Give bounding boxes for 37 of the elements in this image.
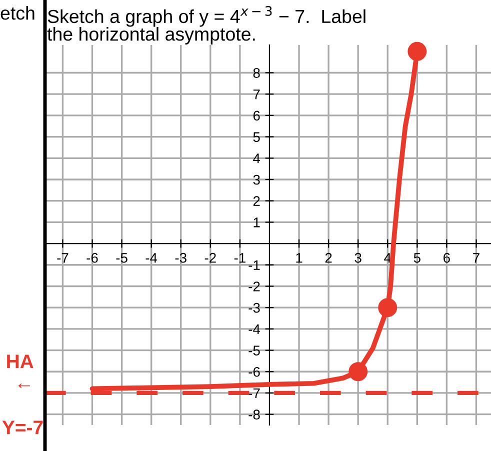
ref-line-label: Y=-7 bbox=[2, 420, 43, 434]
y-tick-label: 1 bbox=[254, 218, 260, 228]
y-tick-label: 2 bbox=[253, 196, 260, 206]
y-tick-label: -5 bbox=[248, 346, 260, 356]
text: HA ← bbox=[7, 354, 34, 388]
x-tick-label: -6 bbox=[86, 252, 98, 263]
x-tick-label: -1 bbox=[234, 253, 246, 263]
y-tick-label: 3 bbox=[253, 174, 260, 185]
chart-title: Sketch a graph of y = 4$^{x−3}$ − 7. Label the horizontal asymptote. bbox=[47, 6, 366, 44]
x-tick-label: 1 bbox=[296, 253, 302, 263]
point bbox=[378, 298, 398, 318]
x-tick-label: 7 bbox=[473, 253, 480, 263]
x-tick-label: -5 bbox=[116, 253, 128, 263]
point bbox=[408, 42, 427, 61]
y-tick-label: -4 bbox=[248, 324, 260, 334]
x-tick-label: 3 bbox=[354, 252, 362, 263]
x-tick-label: -7 bbox=[57, 253, 68, 263]
y-tick-label: -7 bbox=[248, 388, 260, 398]
x-tick-label: -2 bbox=[204, 252, 216, 263]
text: etch bbox=[0, 6, 34, 20]
x-tick-label: -4 bbox=[146, 253, 158, 263]
y-tick-label: 8 bbox=[253, 68, 260, 78]
y-tick-label: -8 bbox=[248, 410, 260, 420]
y-tick-label: 7 bbox=[253, 90, 260, 100]
x-tick-label: -3 bbox=[175, 252, 186, 263]
y-tick-label: -3 bbox=[248, 302, 260, 313]
y-tick-label: -6 bbox=[248, 366, 260, 377]
x-tick-label: 2 bbox=[325, 252, 332, 263]
y-tick-label: 4 bbox=[253, 154, 260, 164]
point bbox=[348, 362, 368, 382]
x-tick-label: 4 bbox=[384, 253, 392, 263]
y-tick-label: -1 bbox=[248, 260, 260, 270]
x-tick-label: 5 bbox=[414, 253, 420, 263]
y-tick-label: 6 bbox=[253, 110, 260, 121]
y-tick-label: -2 bbox=[248, 282, 260, 292]
x-tick-label: 6 bbox=[444, 252, 450, 263]
y-tick-label: 5 bbox=[253, 132, 260, 142]
